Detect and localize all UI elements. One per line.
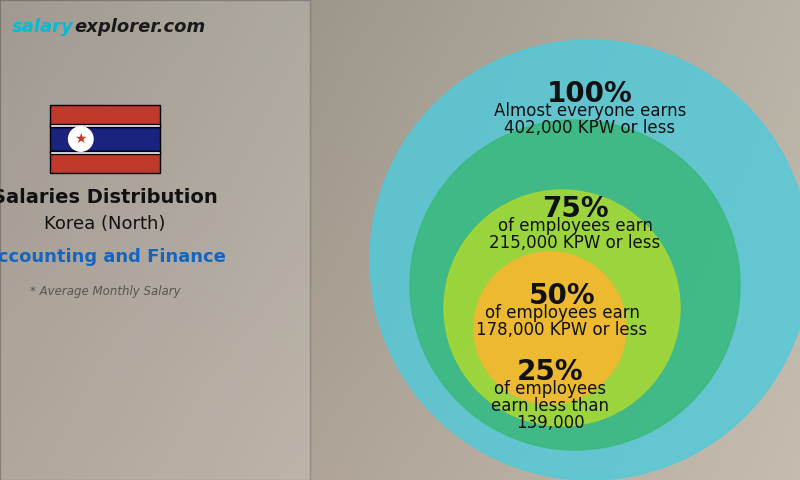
Text: Accounting and Finance: Accounting and Finance bbox=[0, 248, 226, 266]
FancyBboxPatch shape bbox=[50, 105, 160, 127]
FancyBboxPatch shape bbox=[0, 0, 310, 480]
Text: 25%: 25% bbox=[517, 358, 583, 386]
Text: 402,000 KPW or less: 402,000 KPW or less bbox=[505, 119, 675, 137]
Text: salary: salary bbox=[12, 18, 74, 36]
FancyBboxPatch shape bbox=[50, 151, 160, 173]
Text: 100%: 100% bbox=[547, 80, 633, 108]
FancyBboxPatch shape bbox=[50, 127, 160, 151]
Text: of employees earn: of employees earn bbox=[498, 217, 653, 235]
FancyBboxPatch shape bbox=[50, 151, 160, 154]
Text: 215,000 KPW or less: 215,000 KPW or less bbox=[490, 234, 661, 252]
Text: ★: ★ bbox=[74, 132, 87, 146]
Text: explorer.com: explorer.com bbox=[74, 18, 206, 36]
Circle shape bbox=[474, 252, 626, 404]
FancyBboxPatch shape bbox=[50, 124, 160, 127]
Text: of employees: of employees bbox=[494, 380, 606, 398]
Text: 139,000: 139,000 bbox=[516, 414, 584, 432]
Circle shape bbox=[444, 190, 680, 426]
Circle shape bbox=[370, 40, 800, 480]
Text: Almost everyone earns: Almost everyone earns bbox=[494, 102, 686, 120]
Text: of employees earn: of employees earn bbox=[485, 304, 639, 322]
Text: Salaries Distribution: Salaries Distribution bbox=[0, 188, 218, 207]
Text: 50%: 50% bbox=[529, 282, 595, 310]
Circle shape bbox=[69, 127, 93, 151]
Text: 178,000 KPW or less: 178,000 KPW or less bbox=[477, 321, 647, 339]
Text: earn less than: earn less than bbox=[491, 397, 609, 415]
Text: 75%: 75% bbox=[542, 195, 608, 223]
Text: Korea (North): Korea (North) bbox=[44, 215, 166, 233]
Circle shape bbox=[410, 120, 740, 450]
Text: * Average Monthly Salary: * Average Monthly Salary bbox=[30, 285, 180, 298]
